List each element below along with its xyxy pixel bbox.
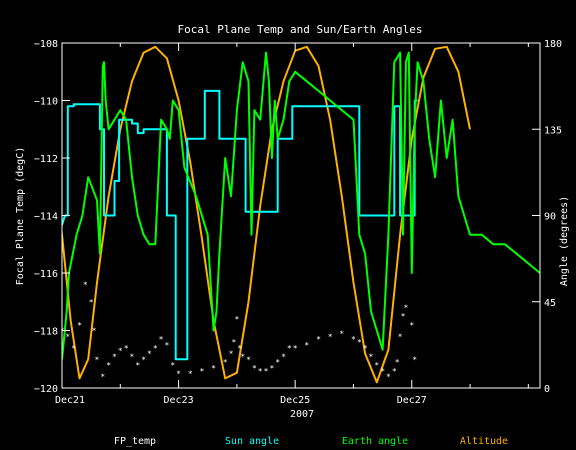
fp-temp-point: * <box>328 332 333 341</box>
legend-item-altitude: Altitude <box>460 436 508 447</box>
fp-temp-point: * <box>118 347 123 356</box>
y-tick-label: −120 <box>34 384 58 395</box>
y-tick-label: −114 <box>34 212 58 223</box>
fp-temp-point: * <box>106 361 111 370</box>
y2-tick-label: 180 <box>544 39 562 50</box>
fp-temp-point: * <box>176 370 181 379</box>
series-fp-temp: *********** ********** * * ******* ** * * **** * *… <box>62 281 417 382</box>
y-tick-label: −112 <box>34 154 58 165</box>
y-tick-label: −118 <box>34 327 58 338</box>
fp-temp-point: * <box>130 352 135 361</box>
y-tick-label: −108 <box>34 39 58 50</box>
fp-temp-point: * <box>83 281 88 290</box>
fp-temp-point: * <box>89 298 94 307</box>
fp-temp-point: * <box>170 361 175 370</box>
fp-temp-point: * <box>165 341 170 350</box>
fp-temp-point: * <box>159 335 164 344</box>
fp-temp-point: * <box>351 335 356 344</box>
fp-temp-point: * <box>100 373 105 382</box>
y-tick-label: −116 <box>34 269 58 280</box>
fp-temp-point: * <box>141 355 146 364</box>
fp-temp-point: * <box>112 352 117 361</box>
fp-temp-point: * <box>124 344 129 353</box>
fp-temp-point: * <box>401 312 406 321</box>
fp-temp-point: * <box>269 364 274 373</box>
fp-temp-point: * <box>395 358 400 367</box>
fp-temp-point: * <box>237 344 242 353</box>
legend-item-sun-angle: Sun angle <box>225 436 279 447</box>
y2-axis-label: Angle (degrees) <box>559 196 570 286</box>
fp-temp-point: * <box>188 370 193 379</box>
fp-temp-point: * <box>380 367 385 376</box>
x-axis-label: 2007 <box>290 409 314 420</box>
fp-temp-point: * <box>304 341 309 350</box>
chart-title: Focal Plane Temp and Sun/Earth Angles <box>177 23 422 36</box>
fp-temp-point: * <box>339 329 344 338</box>
fp-temp-point: * <box>293 344 298 353</box>
right-axis: 0 45 90 135 180 <box>532 39 562 395</box>
x-tick-label: Dec23 <box>164 395 194 406</box>
fp-temp-point: * <box>71 344 76 353</box>
left-axis: −108 −110 −112 −114 −116 −118 −120 <box>34 39 70 395</box>
fp-temp-point: * <box>234 315 239 324</box>
fp-temp-point: * <box>95 355 100 364</box>
fp-temp-point: * <box>147 350 152 359</box>
x-tick-label: Dec25 <box>280 395 310 406</box>
fp-temp-point: * <box>398 332 403 341</box>
fp-temp-point: * <box>363 344 368 353</box>
legend-item-earth-angle: Earth angle <box>342 436 408 447</box>
fp-temp-point: * <box>232 338 237 347</box>
y2-tick-label: 0 <box>544 384 550 395</box>
fp-temp-point: * <box>357 338 362 347</box>
y2-tick-label: 135 <box>544 125 562 136</box>
x-tick-label: Dec27 <box>397 395 427 406</box>
fp-temp-point: * <box>392 367 397 376</box>
fp-temp-point: * <box>287 344 292 353</box>
fp-temp-point: * <box>92 327 97 336</box>
y-tick-label: −110 <box>34 97 58 108</box>
y-axis-label: Focal Plane Temp (degC) <box>15 147 26 285</box>
fp-temp-point: * <box>404 304 409 313</box>
plot-series: *********** ********** * * ******* ** * * **** * *… <box>62 45 540 384</box>
fp-temp-point: * <box>275 358 280 367</box>
fp-temp-point: * <box>412 355 417 364</box>
legend: FP_temp Sun angle Earth angle Altitude <box>114 436 508 447</box>
fp-temp-point: * <box>258 367 263 376</box>
fp-temp-point: * <box>223 358 228 367</box>
fp-temp-point: * <box>316 335 321 344</box>
fp-temp-point: * <box>65 332 70 341</box>
legend-item-fp-temp: FP_temp <box>114 436 156 447</box>
fp-temp-point: * <box>153 344 158 353</box>
fp-temp-point: * <box>77 321 82 330</box>
fp-temp-point: * <box>409 321 414 330</box>
fp-temp-point: * <box>386 373 391 382</box>
fp-temp-point: * <box>264 367 269 376</box>
fp-temp-point: * <box>199 367 204 376</box>
x-tick-label: Dec21 <box>55 395 85 406</box>
fp-temp-point: * <box>240 352 245 361</box>
y2-tick-label: 45 <box>544 298 556 309</box>
y2-tick-label: 90 <box>544 212 556 223</box>
series-earth-angle-line <box>62 51 540 360</box>
fp-temp-point: * <box>374 361 379 370</box>
fp-temp-point: * <box>369 352 374 361</box>
fp-temp-point: * <box>246 355 251 364</box>
fp-temp-point: * <box>229 350 234 359</box>
x-axis: Dec21 Dec23 Dec25 Dec27 <box>55 43 529 406</box>
fp-temp-point: * <box>135 361 140 370</box>
fp-temp-point: * <box>281 352 286 361</box>
fp-temp-point: * <box>252 364 257 373</box>
fp-temp-point: * <box>211 364 216 373</box>
series-altitude-line <box>62 45 471 384</box>
